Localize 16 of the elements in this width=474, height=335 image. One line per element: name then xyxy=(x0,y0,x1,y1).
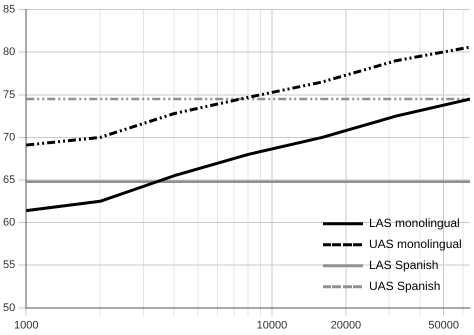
legend-label: UAS Spanish xyxy=(369,279,440,294)
y-tick-label: 75 xyxy=(2,88,16,101)
y-tick-label: 60 xyxy=(2,216,16,229)
legend-label: LAS monolingual xyxy=(369,216,460,230)
legend-label: LAS Spanish xyxy=(369,258,438,272)
y-tick-label: 70 xyxy=(2,131,16,144)
y-tick-label: 50 xyxy=(2,302,16,314)
x-tick-label: 20000 xyxy=(330,319,362,332)
x-tick-label: 10000 xyxy=(256,319,288,332)
legend-label: UAS monolingual xyxy=(369,237,462,252)
y-tick-label: 85 xyxy=(2,4,16,16)
x-tick-label: 1000 xyxy=(14,319,38,332)
y-tick-label: 80 xyxy=(2,46,16,58)
y-tick-label: 55 xyxy=(2,259,16,272)
x-tick-label: 50000 xyxy=(428,319,459,332)
y-tick-label: 65 xyxy=(2,174,16,186)
